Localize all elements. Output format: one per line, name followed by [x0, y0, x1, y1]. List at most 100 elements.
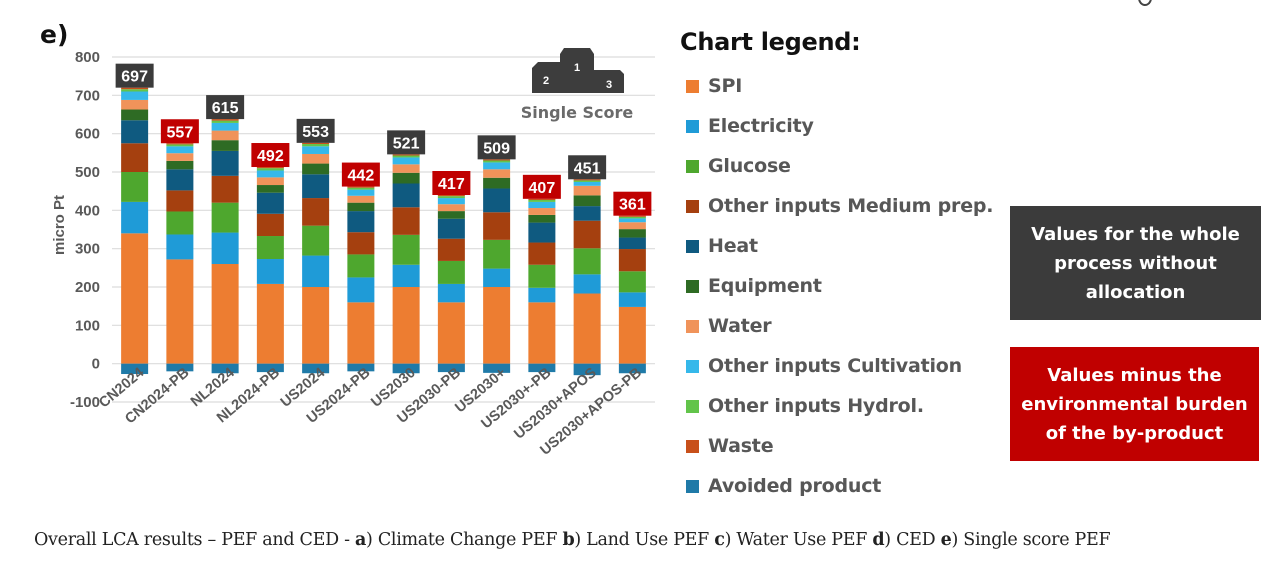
y-axis-label: micro Pt — [51, 195, 68, 255]
bar-segment-electricity — [302, 255, 330, 287]
bar-segment-water — [392, 164, 420, 173]
legend-swatch — [686, 479, 699, 493]
bar-segment-water — [528, 208, 556, 215]
bar-segment-water — [347, 195, 375, 203]
bar-segment-electricity — [437, 283, 465, 303]
total-value-label: 521 — [393, 135, 420, 152]
bar-segment-spi — [256, 283, 284, 364]
bar-segment-water — [618, 222, 646, 230]
bar-segment-waste — [166, 143, 194, 145]
bar-segment-other-inputs-cultivation — [573, 181, 601, 186]
bar-segment-waste — [618, 215, 646, 217]
bar-segment-other-inputs-medium-prep — [256, 213, 284, 237]
total-value-label: 407 — [529, 180, 556, 197]
legend-item: Electricity — [680, 106, 993, 146]
bar-segment-glucose — [347, 254, 375, 278]
bar-segment-other-inputs-hydrol — [166, 144, 194, 147]
legend-item: Glucose — [680, 146, 993, 186]
bar-segment-other-inputs-hydrol — [437, 196, 465, 199]
total-value-label: 697 — [121, 69, 148, 86]
y-tick-label: 100 — [75, 317, 100, 334]
bar-segment-glucose — [483, 239, 511, 269]
total-badge — [387, 130, 426, 155]
legend-label: Heat — [708, 235, 758, 257]
bar-segment-heat — [437, 218, 465, 239]
legend-item: Other inputs Medium prep. — [680, 186, 994, 226]
bar-segment-electricity — [256, 259, 284, 284]
bar-segment-spi — [483, 287, 511, 364]
bar-segment-other-inputs-cultivation — [302, 146, 330, 154]
bar-segment-avoided-product — [392, 363, 420, 374]
bar-segment-spi — [618, 306, 646, 364]
bar-segment-heat — [121, 120, 149, 144]
podium-place-3: 3 — [606, 79, 612, 91]
bar-segment-waste — [347, 186, 375, 188]
bar-segment-spi — [392, 287, 420, 364]
panel-label: e) — [40, 20, 69, 49]
bar-segment-other-inputs-cultivation — [256, 170, 284, 178]
bar-segment-other-inputs-hydrol — [483, 160, 511, 163]
y-tick-label: 600 — [75, 126, 100, 143]
caption-text-a: ) Climate Change PEF — [366, 530, 563, 550]
total-badge — [296, 118, 335, 143]
y-tick-label: 0 — [92, 356, 100, 373]
podium-place-2: 2 — [543, 75, 549, 87]
bar-segment-glucose — [392, 234, 420, 265]
bar-segment-electricity — [211, 232, 239, 264]
bar-segment-heat — [166, 169, 194, 191]
y-tick-label: 400 — [75, 202, 100, 219]
bar-segment-other-inputs-hydrol — [256, 168, 284, 171]
total-badge — [341, 162, 380, 187]
bar-segment-avoided-product — [166, 363, 194, 372]
bar-segment-water — [256, 177, 284, 186]
caption-text-d: ) CED — [884, 530, 941, 550]
y-tick-label: 700 — [75, 87, 100, 104]
legend-label: Electricity — [708, 115, 814, 137]
total-value-label: 492 — [257, 148, 284, 165]
legend-swatch — [686, 279, 699, 293]
caption-key-d: d — [872, 530, 885, 550]
bar-segment-electricity — [392, 264, 420, 287]
legend-item: Other inputs Hydrol. — [680, 386, 993, 426]
caption-key-b: b — [562, 530, 575, 550]
caption-key-c: c — [714, 530, 725, 550]
bar-segment-spi — [166, 259, 194, 364]
bar-segment-spi — [211, 264, 239, 364]
bar-segment-spi — [573, 293, 601, 364]
bar-segment-glucose — [121, 172, 149, 202]
bar-segment-equipment — [528, 214, 556, 223]
total-badge — [568, 155, 607, 180]
bar-segment-electricity — [347, 277, 375, 303]
total-badge — [477, 135, 516, 160]
legend-item: SPI — [680, 66, 993, 106]
legend-title: Chart legend: — [680, 28, 861, 56]
bar-segment-other-inputs-medium-prep — [211, 175, 239, 203]
bar-segment-other-inputs-hydrol — [528, 199, 556, 202]
legend-item: Water — [680, 306, 993, 346]
legend-item: Other inputs Cultivation — [680, 346, 993, 386]
legend-swatch — [686, 399, 699, 413]
bar-segment-electricity — [166, 234, 194, 260]
bar-segment-other-inputs-hydrol — [211, 120, 239, 123]
total-badges: 697 557 615 492 553 442 521 417 509 407 451 361 — [115, 63, 652, 216]
bar-segment-water — [121, 99, 149, 110]
bar-segment-equipment — [392, 172, 420, 184]
y-tick-label: 500 — [75, 164, 100, 181]
bar-segment-water — [483, 169, 511, 178]
chart-legend: Chart legend: SPI Electricity Glucose Other… — [680, 28, 994, 506]
note-whole-process-text: Values for the whole process without all… — [1031, 223, 1240, 303]
podium-place-1: 1 — [574, 62, 580, 74]
bar-segment-waste — [573, 179, 601, 181]
bar-segment-water — [302, 153, 330, 164]
bar-segment-glucose — [256, 236, 284, 260]
bar-segment-heat — [347, 211, 375, 233]
bar-segment-other-inputs-medium-prep — [528, 242, 556, 265]
bar-segment-waste — [256, 167, 284, 169]
figure-caption: Overall LCA results – PEF and CED - a) C… — [34, 530, 1111, 550]
bar-segment-equipment — [618, 229, 646, 238]
bar-segment-equipment — [302, 163, 330, 175]
note-whole-process: Values for the whole process without all… — [1010, 206, 1261, 320]
bar-segment-equipment — [166, 160, 194, 170]
bar-segment-other-inputs-cultivation — [392, 157, 420, 165]
bar-segment-other-inputs-cultivation — [347, 189, 375, 196]
